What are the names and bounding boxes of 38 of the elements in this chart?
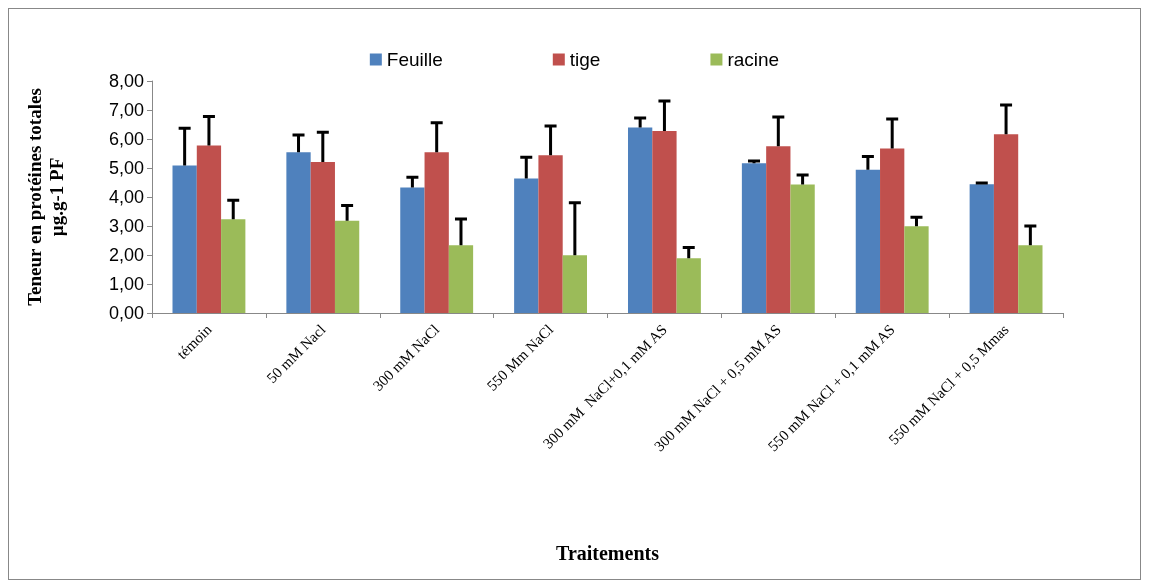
legend-label: tige — [569, 49, 601, 70]
bar — [221, 219, 246, 313]
bar — [310, 161, 335, 313]
bar — [880, 148, 905, 313]
bar — [448, 245, 474, 313]
bar — [514, 178, 539, 313]
bar — [286, 152, 311, 313]
bar — [628, 127, 653, 313]
y-tick-label: 6,00 — [108, 129, 144, 149]
bar — [790, 184, 815, 313]
y-tick-label: 7,00 — [108, 100, 144, 120]
y-axis-title: Teneur en protéines totales µg.g-1 PF — [23, 88, 67, 306]
y-tick-label: 2,00 — [108, 245, 144, 265]
legend-label: Feuille — [386, 49, 443, 70]
legend-label: racine — [727, 49, 780, 70]
bar — [904, 226, 929, 313]
bar — [334, 220, 360, 313]
bar — [969, 184, 994, 313]
bar — [1018, 245, 1043, 313]
x-axis-title: Traitements — [556, 542, 660, 564]
bar — [652, 130, 677, 313]
bar — [562, 255, 587, 313]
bar — [196, 145, 222, 313]
bar — [424, 152, 449, 313]
y-tick-label: 1,00 — [108, 274, 144, 294]
bar — [766, 146, 791, 313]
y-tick-label: 0,00 — [108, 303, 144, 323]
y-tick-label: 5,00 — [108, 158, 144, 178]
y-tick-label: 8,00 — [108, 71, 144, 91]
y-tick-label: 3,00 — [108, 216, 144, 236]
bar — [855, 169, 881, 313]
bar — [172, 165, 197, 313]
bar — [676, 258, 701, 313]
bar — [400, 187, 425, 313]
bar — [993, 134, 1019, 313]
bar — [538, 155, 563, 313]
bar — [741, 163, 767, 313]
y-tick-label: 4,00 — [108, 187, 144, 207]
